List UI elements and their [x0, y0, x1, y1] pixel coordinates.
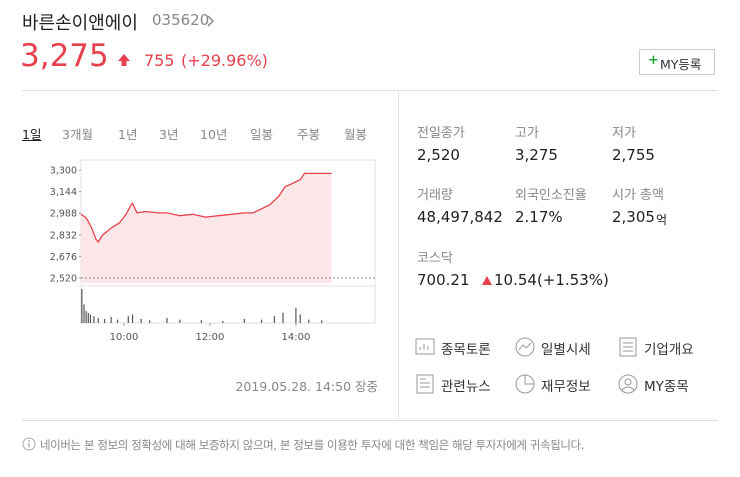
period-tab[interactable]: 1년 [118, 127, 138, 142]
link-icon [515, 337, 535, 357]
stat-value: 2.17% [515, 208, 563, 226]
up-triangle [482, 276, 492, 285]
period-tab[interactable]: 월봉 [344, 127, 368, 142]
stat-value: 3,275 [515, 146, 558, 164]
stat-value: 2,755 [612, 146, 655, 164]
period-tab[interactable]: 주봉 [297, 127, 321, 142]
divider [398, 90, 399, 420]
current-price: 3,275 [20, 38, 109, 74]
link-icon [415, 338, 435, 355]
price-change: 755 [144, 51, 175, 70]
quick-link[interactable]: 기업개요 [644, 342, 694, 358]
link-icon [416, 374, 434, 394]
link-icon [619, 337, 637, 357]
divider [22, 420, 718, 421]
mini-chart: 3,300 3,144 2,988 2,832 2,676 2,520 10:00 12:00… [50, 159, 376, 343]
chevron-icon [207, 15, 215, 27]
y-tick-label: 2,832 [50, 230, 77, 241]
divider [22, 90, 718, 91]
plus-icon: + [648, 53, 659, 68]
period-tab[interactable]: 3개월 [62, 127, 93, 142]
quick-link[interactable]: MY종목 [644, 379, 689, 395]
index-value: 700.21 [417, 271, 470, 289]
timestamp: 2019.05.28. 14:50 장중 [235, 379, 378, 394]
stat-value: 2,305 [612, 208, 655, 226]
index-change: 10.54(+1.53%) [494, 271, 609, 289]
y-tick-label: 3,300 [50, 165, 77, 176]
quick-link[interactable]: 종목토론 [441, 342, 491, 358]
period-tab[interactable]: 3년 [159, 127, 179, 142]
stat-label: 외국인소진율 [515, 188, 587, 203]
quick-link[interactable]: 재무정보 [541, 379, 591, 395]
link-icon [515, 374, 535, 394]
up-arrow [118, 54, 130, 66]
y-tick-label: 2,676 [50, 252, 77, 263]
stat-label: 시가 총액 [612, 188, 664, 203]
x-tick-label: 10:00 [110, 332, 139, 343]
stat-label: 전일종가 [417, 126, 465, 141]
info-icon [22, 437, 36, 451]
period-tab[interactable]: 일봉 [250, 127, 274, 142]
price-line [80, 172, 332, 244]
stat-value: 48,497,842 [417, 208, 503, 226]
my-register-button[interactable]: + MY등록 [639, 49, 715, 75]
stock-name[interactable]: 바른손이앤에이 [22, 13, 138, 34]
stat-label: 거래량 [417, 188, 453, 203]
link-icon [618, 374, 638, 394]
notice: 네이버는 본 정보의 정확성에 대해 보증하지 않으며, 본 정보를 이용한 투… [40, 438, 584, 452]
my-register-label: MY등록 [660, 57, 702, 72]
y-tick-label: 2,988 [50, 209, 77, 220]
stat-label: 저가 [612, 126, 636, 141]
period-tab[interactable]: 10년 [200, 127, 228, 142]
stat-unit: 억 [656, 213, 668, 227]
x-tick-label: 14:00 [281, 332, 310, 343]
stock-code[interactable]: 035620 [152, 11, 210, 29]
price-area [81, 173, 332, 283]
x-tick-label: 12:00 [196, 332, 225, 343]
quick-link[interactable]: 일별시세 [541, 342, 591, 358]
price-change-rate: (+29.96%) [181, 51, 268, 70]
stat-value: 2,520 [417, 146, 460, 164]
y-tick-label: 3,144 [50, 187, 77, 198]
period-tab[interactable]: 1일 [22, 127, 42, 142]
y-tick-label: 2,520 [50, 274, 77, 285]
index-label: 코스닥 [417, 251, 453, 266]
stat-label: 고가 [515, 126, 539, 141]
quick-link[interactable]: 관련뉴스 [441, 379, 491, 395]
